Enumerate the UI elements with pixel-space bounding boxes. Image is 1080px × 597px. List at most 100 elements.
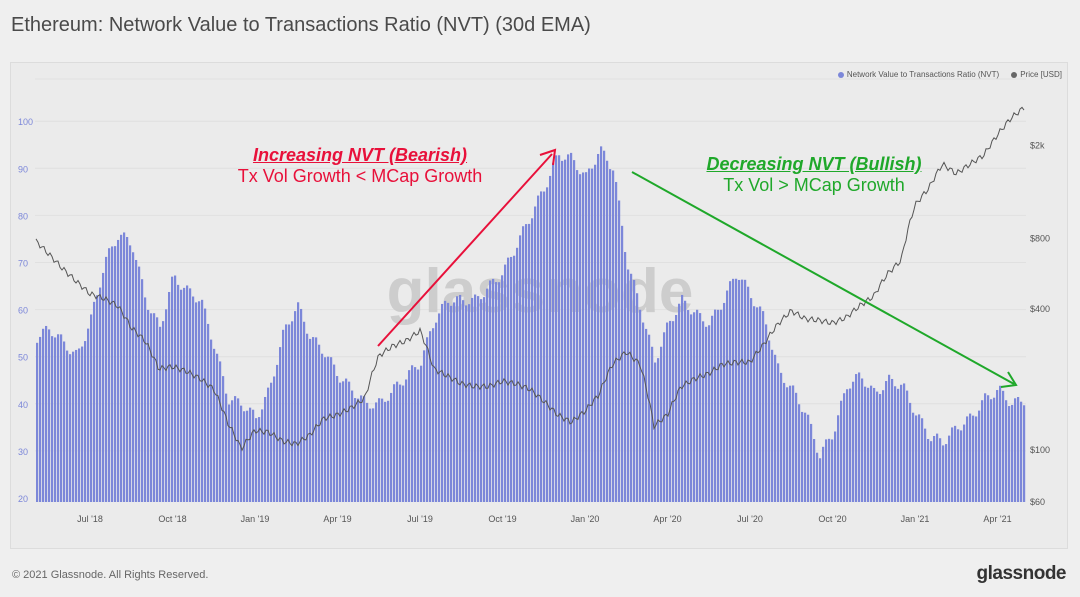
nvt-bar: [717, 309, 720, 502]
nvt-bar: [378, 398, 381, 502]
legend-item-nvt[interactable]: Network Value to Transactions Ratio (NVT…: [837, 70, 999, 79]
y-left-tick-label: 20: [18, 494, 28, 504]
nvt-bar: [207, 323, 210, 502]
nvt-bar: [219, 361, 222, 502]
nvt-bar: [174, 275, 177, 502]
nvt-bar: [375, 402, 378, 502]
nvt-bar: [222, 376, 225, 502]
bearish-subtitle: Tx Vol Growth < MCap Growth: [237, 166, 483, 186]
nvt-bar: [195, 302, 198, 502]
nvt-bar: [639, 309, 642, 502]
nvt-bar: [417, 369, 420, 502]
bearish-annotation: Increasing NVT (Bearish) Tx Vol Growth <…: [200, 145, 520, 187]
y-right-tick-label: $800: [1030, 234, 1050, 244]
price-line: [35, 106, 1025, 452]
nvt-bar: [651, 346, 654, 502]
nvt-bar: [420, 365, 423, 502]
nvt-bar: [786, 387, 789, 502]
nvt-bar: [897, 388, 900, 502]
nvt-bar: [663, 332, 666, 502]
nvt-bar: [270, 382, 273, 502]
nvt-bar: [231, 400, 234, 502]
nvt-bar: [972, 415, 975, 502]
nvt-bar: [630, 273, 633, 502]
nvt-bar: [246, 410, 249, 502]
y-left-tick-label: 60: [18, 306, 28, 316]
nvt-bar: [288, 324, 291, 502]
nvt-bar: [123, 232, 126, 503]
nvt-bar: [522, 226, 525, 502]
nvt-bar: [570, 152, 573, 502]
nvt-bar: [447, 302, 450, 502]
nvt-bar: [519, 235, 522, 502]
bullish-annotation: Decreasing NVT (Bullish) Tx Vol > MCap G…: [654, 154, 974, 196]
nvt-bar: [792, 385, 795, 502]
nvt-bar: [561, 160, 564, 502]
x-tick-label: Oct '18: [158, 514, 186, 524]
nvt-bar: [960, 430, 963, 502]
nvt-bar: [735, 278, 738, 502]
nvt-bar: [984, 393, 987, 502]
nvt-bar: [609, 169, 612, 503]
nvt-bar: [285, 324, 288, 502]
nvt-bar: [240, 405, 243, 502]
nvt-bar: [303, 321, 306, 502]
nvt-bar: [840, 400, 843, 502]
nvt-bar: [801, 411, 804, 502]
nvt-bar: [927, 438, 930, 502]
nvt-bar: [348, 381, 351, 502]
legend-item-price[interactable]: Price [USD]: [1011, 70, 1062, 79]
nvt-bar: [132, 252, 135, 502]
nvt-bar: [489, 280, 492, 502]
nvt-bar: [681, 294, 684, 502]
nvt-bar: [858, 372, 861, 502]
nvt-bar: [603, 150, 606, 502]
y-left-tick-label: 70: [18, 259, 28, 269]
nvt-bar: [156, 317, 159, 502]
nvt-bar: [291, 321, 294, 502]
nvt-bar: [423, 350, 426, 502]
nvt-bar: [393, 384, 396, 502]
bullish-subtitle: Tx Vol > MCap Growth: [723, 175, 905, 195]
nvt-bar: [318, 344, 321, 502]
nvt-bar: [837, 415, 840, 502]
x-tick-label: Jan '19: [241, 514, 270, 524]
nvt-bar: [579, 174, 582, 502]
nvt-bar: [1002, 390, 1005, 502]
nvt-bar: [525, 224, 528, 502]
nvt-bar: [462, 300, 465, 502]
nvt-bar: [762, 311, 765, 502]
nvt-bar: [483, 297, 486, 502]
bullish-title: Decreasing NVT (Bullish): [706, 154, 922, 174]
nvt-bar: [111, 246, 114, 502]
nvt-bar: [81, 346, 84, 502]
nvt-bar: [129, 245, 132, 502]
nvt-bar: [105, 256, 108, 502]
legend-label: Price [USD]: [1020, 70, 1062, 79]
nvt-bar: [648, 334, 651, 502]
nvt-bar: [492, 278, 495, 502]
nvt-bar: [588, 168, 591, 503]
nvt-bar: [783, 382, 786, 502]
nvt-bar: [930, 441, 933, 502]
nvt-bar: [144, 297, 147, 502]
nvt-bar: [72, 351, 75, 502]
nvt-bar: [192, 296, 195, 502]
nvt-bar: [84, 341, 87, 502]
nvt-bar: [402, 385, 405, 502]
nvt-bar: [849, 388, 852, 502]
nvt-bar: [324, 357, 327, 502]
nvt-bar: [384, 401, 387, 502]
nvt-bar: [42, 328, 45, 502]
nvt-bar: [702, 321, 705, 502]
nvt-bar: [96, 295, 99, 502]
nvt-bar: [597, 153, 600, 502]
nvt-bar: [282, 329, 285, 502]
nvt-bar: [210, 339, 213, 502]
x-tick-label: Jan '20: [571, 514, 600, 524]
nvt-bar: [204, 308, 207, 502]
nvt-bar: [342, 381, 345, 502]
nvt-bar: [75, 349, 78, 502]
nvt-bar: [642, 322, 645, 502]
nvt-bar: [720, 309, 723, 502]
